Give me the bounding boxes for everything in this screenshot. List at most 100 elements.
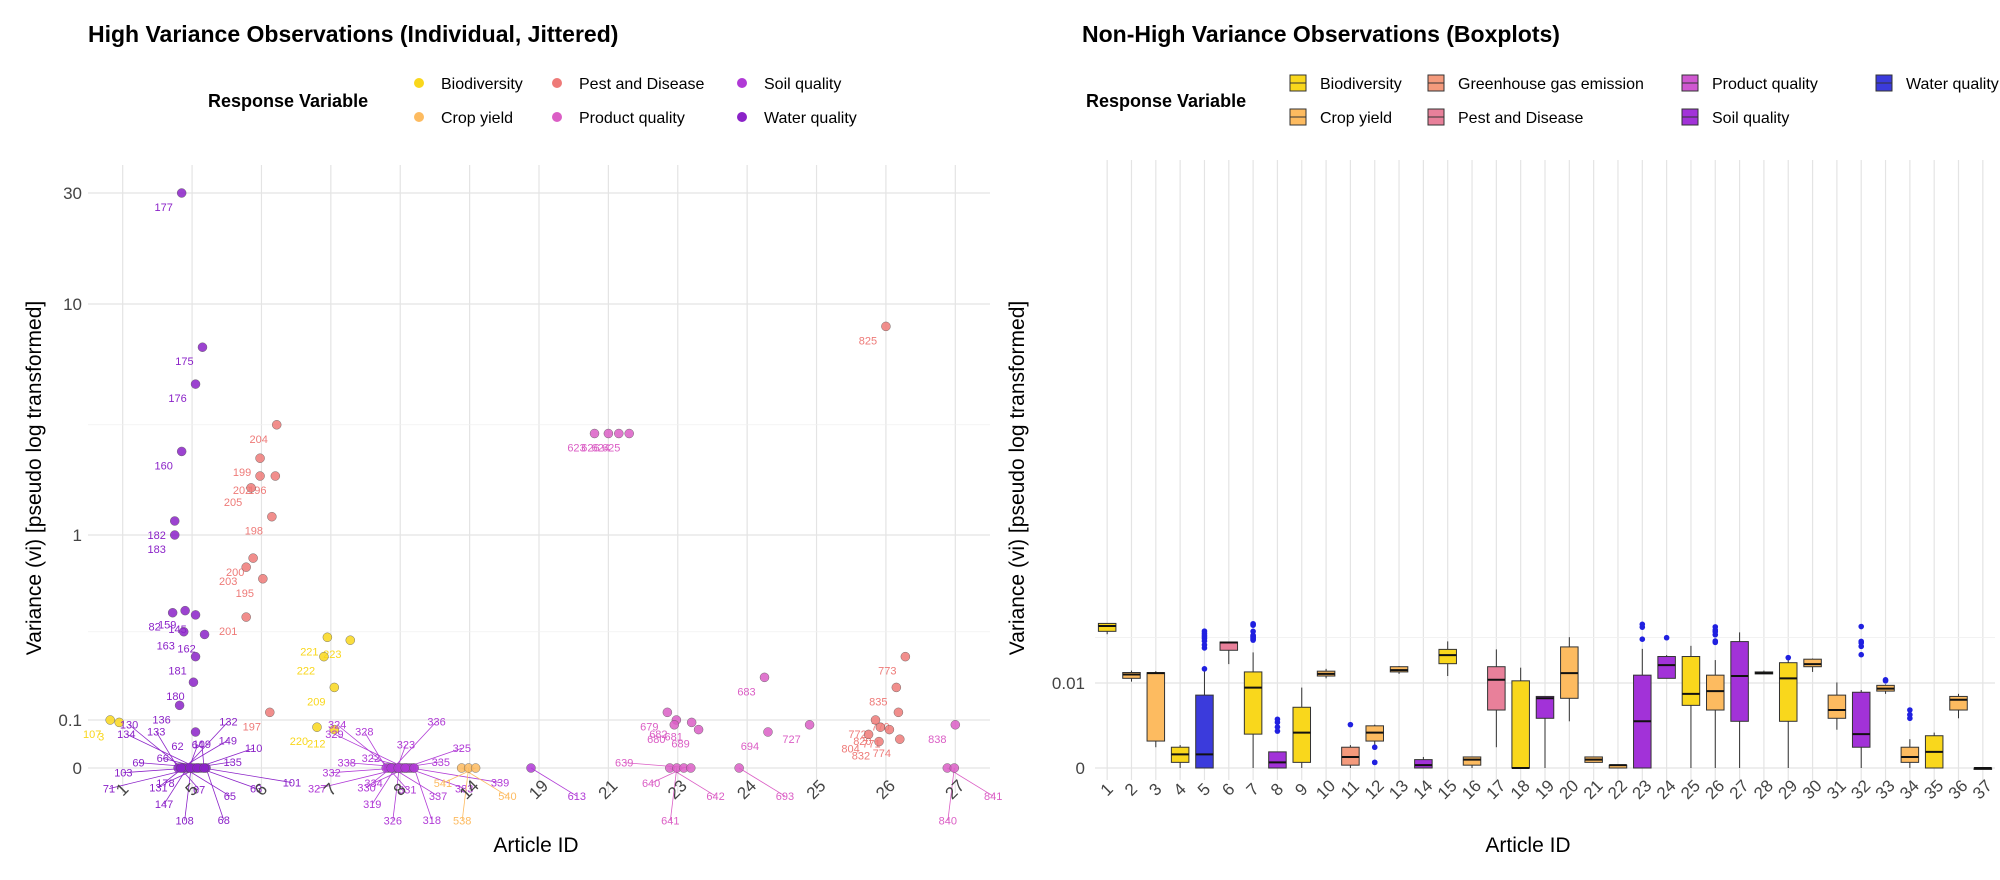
- point-label: 134: [117, 729, 135, 741]
- outlier-point: [1250, 628, 1256, 635]
- label-leader: [947, 767, 994, 797]
- x-tick-label: 30: [1799, 776, 1826, 803]
- box-27: [1730, 632, 1749, 768]
- box-body: [1949, 695, 1968, 711]
- box-body: [1268, 751, 1287, 769]
- outlier-point: [1639, 621, 1646, 628]
- label-leader: [163, 767, 188, 805]
- outlier-point: [1663, 634, 1670, 641]
- point-label: 65: [224, 791, 236, 803]
- outlier-point: [1371, 759, 1378, 766]
- point-label: 101: [283, 778, 301, 790]
- box-body: [1487, 666, 1506, 711]
- point-label: 318: [423, 815, 441, 827]
- box-body: [1097, 622, 1117, 632]
- box-7: [1243, 620, 1263, 768]
- outlier-point: [1347, 721, 1354, 728]
- point-label: 319: [363, 799, 381, 811]
- x-tick-label: 36: [1945, 776, 1972, 803]
- y-tick-label: 0: [1076, 759, 1085, 778]
- point-label: 133: [147, 727, 165, 739]
- box-32: [1851, 623, 1871, 768]
- box-body: [1778, 662, 1798, 722]
- legend-label-soil-quality: Soil quality: [1712, 110, 1789, 127]
- outlier-point: [1250, 620, 1256, 627]
- point-label: 639: [615, 758, 633, 770]
- scatter-point: [190, 610, 201, 620]
- label-leader: [461, 767, 508, 797]
- point-label: 159: [158, 620, 176, 632]
- point-label: 336: [427, 716, 445, 728]
- box-37: [1973, 767, 1993, 770]
- point-label: 64: [192, 740, 204, 752]
- box-10: [1316, 668, 1336, 679]
- point-label: 642: [706, 791, 724, 803]
- x-tick-label: 25: [803, 776, 830, 803]
- point-label: 541: [434, 778, 452, 790]
- outlier-point: [1785, 654, 1792, 661]
- legend-swatch-pest-and-disease: [1427, 108, 1445, 126]
- point-label: 199: [233, 467, 251, 479]
- box-body: [1827, 694, 1847, 719]
- box-body: [1851, 691, 1871, 748]
- x-tick-label: 3: [1145, 780, 1165, 800]
- x-tick-label: 33: [1872, 776, 1899, 803]
- outlier-point: [1274, 716, 1281, 723]
- point-label: 772: [848, 729, 866, 741]
- scatter-point: [255, 471, 265, 481]
- scatter-point: [686, 717, 697, 728]
- left-gridlines: [88, 165, 990, 793]
- x-tick-label: 31: [1823, 776, 1850, 803]
- scatter-point: [875, 722, 886, 732]
- scatter-point: [190, 727, 201, 737]
- scatter-point: [180, 605, 190, 616]
- point-label: 160: [154, 460, 172, 472]
- point-label: 683: [737, 686, 755, 698]
- scatter-point: [884, 724, 895, 735]
- box-body: [1438, 648, 1457, 665]
- x-tick-label: 20: [1556, 776, 1583, 803]
- label-leader: [947, 767, 955, 821]
- outlier-point: [1274, 724, 1281, 730]
- box-3: [1146, 671, 1166, 748]
- point-label: 624: [592, 443, 610, 455]
- x-tick-label: 8: [1267, 780, 1287, 800]
- x-tick-label: 16: [1458, 776, 1485, 803]
- box-33: [1876, 677, 1895, 694]
- point-label: 67: [193, 784, 205, 796]
- point-label: 103: [114, 768, 132, 780]
- point-label: 825: [859, 335, 877, 347]
- point-label: 538: [453, 816, 471, 828]
- point-label: 147: [155, 799, 173, 811]
- right-box-marks: [1097, 620, 1993, 770]
- box-12: [1365, 724, 1384, 766]
- scatter-point: [248, 553, 258, 563]
- point-label: 220: [290, 736, 308, 748]
- scatter-point: [470, 763, 481, 773]
- right-gridlines: [1095, 160, 1995, 780]
- point-label: 212: [307, 739, 325, 751]
- x-tick-label: 27: [942, 776, 969, 803]
- scatter-point: [662, 707, 673, 718]
- box-36: [1949, 693, 1968, 719]
- box-body: [1900, 746, 1920, 763]
- point-label: 774: [873, 748, 891, 760]
- point-label: 838: [928, 734, 946, 746]
- left-x-axis-title: Article ID: [493, 834, 578, 857]
- outlier-point: [1858, 638, 1865, 645]
- legend-label-pest-and-disease: Pest and Disease: [579, 76, 705, 93]
- scatter-point: [891, 682, 902, 693]
- x-tick-label: 21: [1580, 776, 1607, 803]
- label-leader: [155, 731, 179, 769]
- box-11: [1341, 721, 1360, 768]
- point-label: 331: [398, 784, 416, 796]
- legend-swatch-water-quality: [1875, 74, 1893, 92]
- scatter-point: [190, 651, 201, 662]
- point-label: 201: [219, 626, 237, 638]
- x-tick-label: 13: [1385, 776, 1412, 803]
- legend-label-pest-and-disease: Pest and Disease: [1458, 110, 1584, 127]
- scatter-point: [589, 428, 600, 439]
- scatter-point: [870, 715, 881, 725]
- point-label: 832: [852, 751, 870, 763]
- point-label: 335: [432, 757, 450, 769]
